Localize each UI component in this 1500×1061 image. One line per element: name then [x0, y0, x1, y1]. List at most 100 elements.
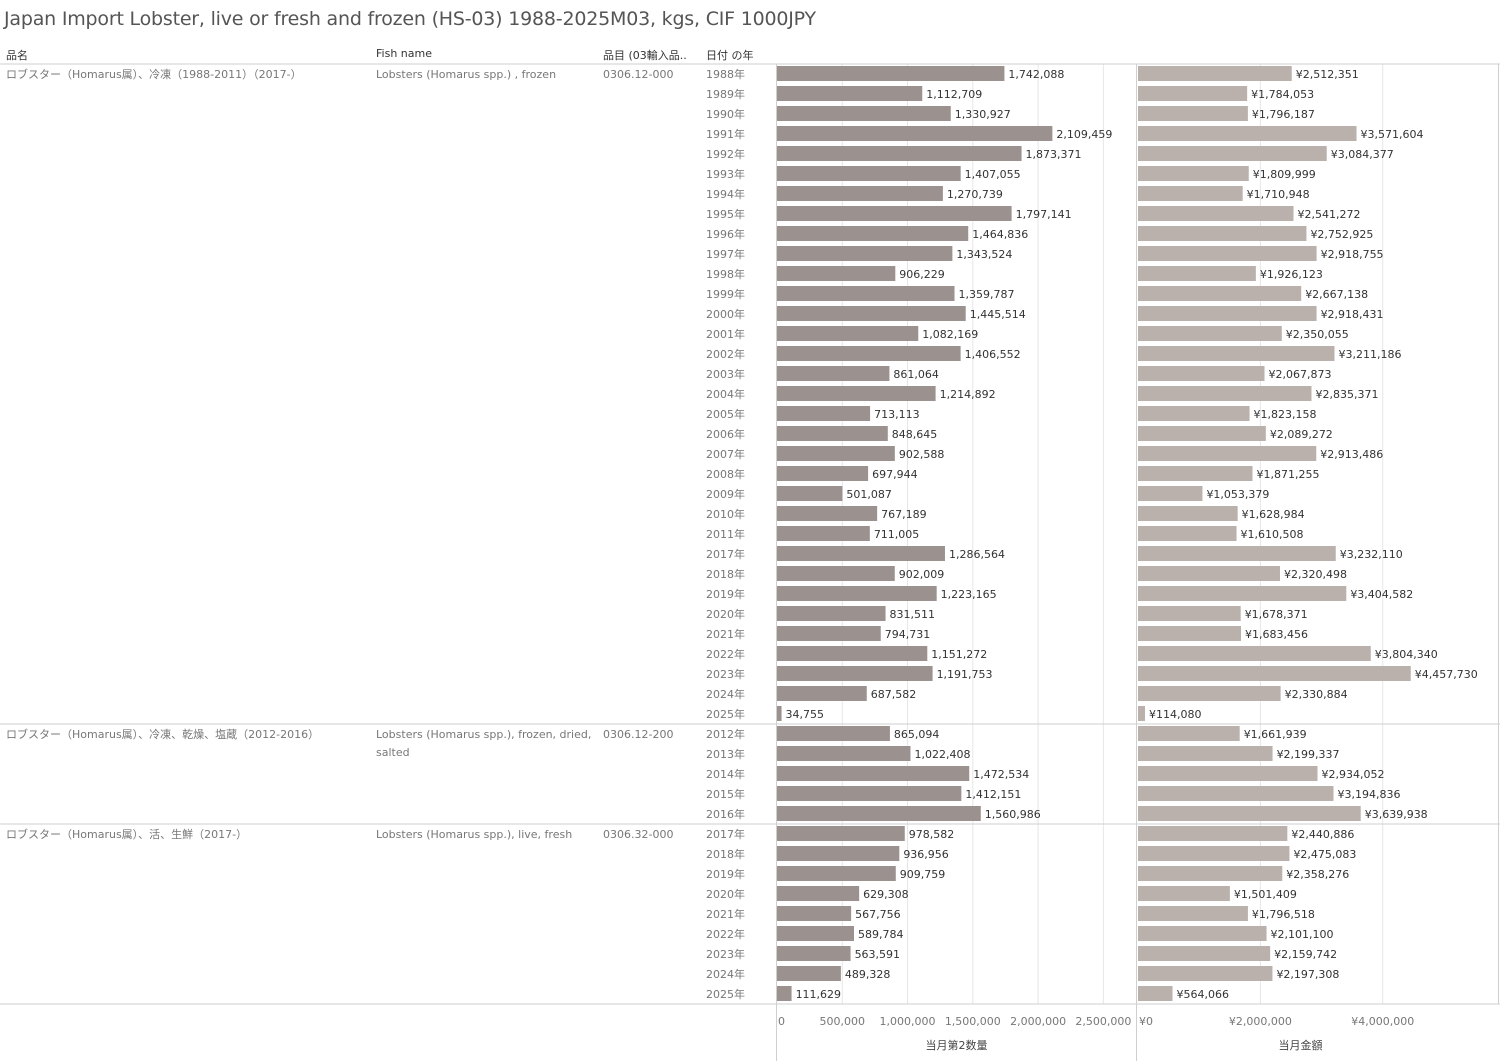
quantity-bar — [777, 226, 969, 241]
chart-title: Japan Import Lobster, live or fresh and … — [4, 8, 816, 30]
quantity-data-label: 794,731 — [885, 628, 931, 641]
quantity-bar — [777, 206, 1012, 221]
value-bar — [1138, 66, 1292, 81]
year-label: 2024年 — [706, 687, 745, 701]
year-label: 2007年 — [706, 447, 745, 461]
quantity-bar — [777, 126, 1053, 141]
value-bar — [1138, 966, 1273, 981]
value-bar — [1138, 926, 1267, 941]
value-data-label: ¥2,752,925 — [1310, 228, 1373, 241]
quantity-data-label: 848,645 — [892, 428, 938, 441]
year-label: 2005年 — [706, 407, 745, 421]
year-label: 2023年 — [706, 947, 745, 961]
group-fish-name: salted — [376, 746, 410, 759]
group-name-jp: ロブスター（Homarus属）、冷凍、乾燥、塩蔵（2012-2016） — [6, 727, 319, 741]
group-name-jp: ロブスター（Homarus属）、冷凍（1988-2011）（2017-） — [6, 67, 302, 81]
quantity-data-label: 1,742,088 — [1008, 68, 1064, 81]
quantity-bar — [777, 466, 869, 481]
quantity-data-label: 865,094 — [894, 728, 940, 741]
year-label: 2017年 — [706, 547, 745, 561]
value-data-label: ¥2,199,337 — [1277, 748, 1340, 761]
quantity-bar — [777, 846, 900, 861]
quantity-bar — [777, 806, 981, 821]
year-label: 2001年 — [706, 327, 745, 341]
value-bar — [1138, 606, 1241, 621]
value-data-label: ¥2,320,498 — [1284, 568, 1347, 581]
year-label: 2010年 — [706, 507, 745, 521]
quantity-bar — [777, 406, 871, 421]
quantity-data-label: 713,113 — [874, 408, 920, 421]
value-tick-label: ¥0 — [1139, 1015, 1153, 1028]
value-bar — [1138, 146, 1327, 161]
value-bar — [1138, 326, 1282, 341]
quantity-data-label: 1,343,524 — [956, 248, 1012, 261]
quantity-bar — [777, 366, 890, 381]
year-label: 2025年 — [706, 987, 745, 1001]
value-bar — [1138, 626, 1242, 641]
value-bar — [1138, 506, 1238, 521]
value-bar — [1138, 646, 1371, 661]
year-label: 2015年 — [706, 787, 745, 801]
value-data-label: ¥1,784,053 — [1251, 88, 1314, 101]
year-label: 2022年 — [706, 647, 745, 661]
quantity-bar — [777, 886, 860, 901]
value-data-label: ¥1,796,187 — [1252, 108, 1315, 121]
value-data-label: ¥2,475,083 — [1293, 848, 1356, 861]
quantity-bar — [777, 826, 905, 841]
quantity-bar — [777, 646, 928, 661]
quantity-data-label: 111,629 — [796, 988, 842, 1001]
value-data-label: ¥1,053,379 — [1206, 488, 1269, 501]
quantity-bar — [777, 326, 919, 341]
quantity-bar — [777, 666, 933, 681]
value-data-label: ¥2,667,138 — [1305, 288, 1368, 301]
year-label: 1996年 — [706, 227, 745, 241]
quantity-data-label: 1,359,787 — [959, 288, 1015, 301]
value-bar — [1138, 786, 1334, 801]
year-label: 2019年 — [706, 587, 745, 601]
quantity-tick-label: 0 — [778, 1015, 785, 1028]
quantity-bar — [777, 866, 896, 881]
value-tick-label: ¥2,000,000 — [1229, 1015, 1292, 1028]
value-axis-title: 当月金額 — [1279, 1038, 1323, 1052]
quantity-bar — [777, 986, 792, 1001]
quantity-data-label: 1,022,408 — [914, 748, 970, 761]
quantity-bar — [777, 966, 841, 981]
quantity-tick-label: 2,500,000 — [1075, 1015, 1131, 1028]
year-label: 1999年 — [706, 287, 745, 301]
year-label: 1993年 — [706, 167, 745, 181]
value-bar — [1138, 466, 1253, 481]
year-label: 2011年 — [706, 527, 745, 541]
year-label: 2024年 — [706, 967, 745, 981]
value-bar — [1138, 266, 1256, 281]
quantity-data-label: 1,112,709 — [926, 88, 982, 101]
value-data-label: ¥564,066 — [1177, 988, 1230, 1001]
year-label: 2013年 — [706, 747, 745, 761]
quantity-data-label: 1,270,739 — [947, 188, 1003, 201]
quantity-bar — [777, 246, 953, 261]
quantity-data-label: 1,330,927 — [955, 108, 1011, 121]
value-data-label: ¥2,934,052 — [1322, 768, 1385, 781]
quantity-bar — [777, 146, 1022, 161]
year-label: 2017年 — [706, 827, 745, 841]
value-bar — [1138, 746, 1273, 761]
quantity-bar — [777, 626, 881, 641]
value-data-label: ¥3,571,604 — [1361, 128, 1424, 141]
quantity-tick-label: 500,000 — [820, 1015, 866, 1028]
value-data-label: ¥2,541,272 — [1297, 208, 1360, 221]
quantity-data-label: 2,109,459 — [1056, 128, 1112, 141]
quantity-data-label: 1,151,272 — [931, 648, 987, 661]
quantity-bar — [777, 746, 911, 761]
year-label: 1989年 — [706, 87, 745, 101]
value-data-label: ¥3,194,836 — [1337, 788, 1400, 801]
quantity-data-label: 1,472,534 — [973, 768, 1029, 781]
year-label: 2020年 — [706, 887, 745, 901]
value-bar — [1138, 906, 1248, 921]
value-data-label: ¥2,350,055 — [1286, 328, 1349, 341]
year-label: 2021年 — [706, 627, 745, 641]
quantity-bar — [777, 766, 970, 781]
value-data-label: ¥2,101,100 — [1271, 928, 1334, 941]
year-label: 2025年 — [706, 707, 745, 721]
quantity-bar — [777, 106, 951, 121]
quantity-data-label: 936,956 — [903, 848, 949, 861]
value-data-label: ¥2,512,351 — [1296, 68, 1359, 81]
